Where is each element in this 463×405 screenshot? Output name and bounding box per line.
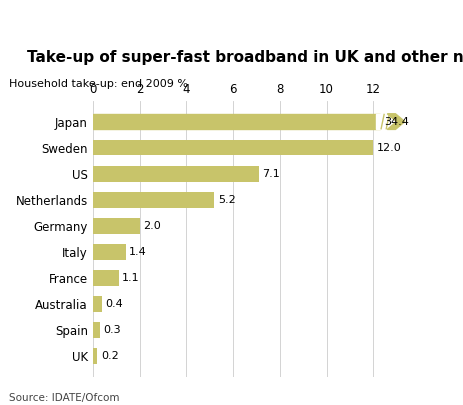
Text: 0.3: 0.3: [103, 325, 121, 335]
Bar: [93, 140, 372, 156]
Polygon shape: [375, 114, 391, 130]
Bar: [93, 114, 380, 130]
Bar: [93, 296, 102, 312]
Bar: [93, 192, 214, 208]
Text: Source: IDATE/Ofcom: Source: IDATE/Ofcom: [9, 393, 119, 403]
Bar: [93, 244, 125, 260]
Text: 7.1: 7.1: [262, 169, 279, 179]
Text: 34.4: 34.4: [383, 117, 408, 127]
Bar: [93, 114, 380, 130]
Text: 1.4: 1.4: [129, 247, 146, 257]
Bar: [93, 348, 97, 364]
Text: 2.0: 2.0: [143, 221, 161, 231]
Bar: [93, 166, 258, 181]
Text: Take-up of super-fast broadband in UK and other nations: Take-up of super-fast broadband in UK an…: [26, 50, 463, 65]
Text: 0.4: 0.4: [106, 299, 123, 309]
Bar: [93, 270, 118, 286]
Text: Household take-up: end 2009 %: Household take-up: end 2009 %: [9, 79, 188, 89]
Text: 1.1: 1.1: [122, 273, 139, 283]
Text: 0.2: 0.2: [101, 351, 119, 361]
Text: 12.0: 12.0: [376, 143, 400, 153]
Text: 5.2: 5.2: [217, 195, 235, 205]
Polygon shape: [387, 114, 404, 130]
Bar: [93, 322, 100, 338]
Bar: [93, 218, 139, 234]
